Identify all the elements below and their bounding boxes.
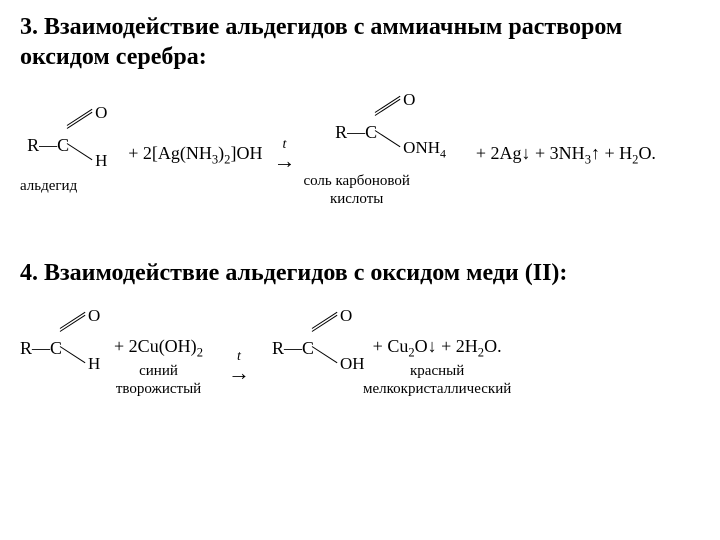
- c-atom: C: [50, 338, 62, 359]
- text: ONH: [403, 138, 440, 157]
- c-vertex: O H: [69, 145, 70, 146]
- arrow-icon: →: [273, 150, 295, 172]
- r-group: R — C: [272, 338, 314, 359]
- section4-heading: 4. Взаимодействие альдегидов с оксидом м…: [20, 258, 700, 288]
- r-symbol: R: [20, 338, 32, 359]
- single-bond-h: H: [62, 348, 142, 368]
- salt-product: R — C O ONH4 соль карбоновой: [303, 102, 409, 208]
- c-vertex: O H: [62, 348, 63, 349]
- c-atom: C: [365, 122, 377, 143]
- text: O.: [484, 336, 502, 356]
- reaction-arrow: t →: [269, 138, 299, 172]
- c-vertex: O ONH4: [377, 132, 378, 133]
- aldehyde-reactant: R — C O H: [20, 318, 63, 416]
- reaction4-row: R — C O H + 2Cu(OH)2: [20, 318, 700, 416]
- single-bond-onh4: ONH4: [377, 132, 457, 152]
- text: + 2Ag↓ + 3NH: [476, 143, 585, 163]
- h-atom: H: [88, 354, 100, 374]
- r-group: R — C: [335, 122, 377, 143]
- text: ]OH: [230, 143, 262, 163]
- r-bond: —: [347, 122, 365, 143]
- single-bond-h: H: [69, 145, 149, 165]
- tail-products: + 2Ag↓ + 3NH3↑ + H2O.: [473, 143, 659, 168]
- r-group: R — C: [20, 338, 62, 359]
- double-bond-o: O: [377, 112, 427, 132]
- empty-label: [40, 380, 44, 416]
- c-vertex: O OH: [314, 348, 315, 349]
- r-symbol: R: [272, 338, 284, 359]
- double-bond-o: O: [62, 328, 112, 348]
- section3-heading: 3. Взаимодействие альдегидов с аммиачным…: [20, 12, 700, 72]
- label-line2: творожистый: [116, 381, 201, 397]
- empty-label: [292, 380, 296, 416]
- aldehyde-structure: R — C O H: [27, 115, 70, 175]
- text: ↑ + H: [591, 143, 632, 163]
- aldehyde-reactant: R — C O H альдегид: [20, 115, 77, 195]
- label-line1: соль карбоновой: [303, 173, 409, 189]
- label-line1: синий: [139, 363, 178, 379]
- r-bond: —: [32, 338, 50, 359]
- double-bond-o: O: [314, 328, 364, 348]
- oh-group: OH: [340, 354, 365, 374]
- single-bond-oh: OH: [314, 348, 394, 368]
- o-atom: O: [95, 103, 107, 123]
- reaction3-row: R — C O H альдегид + 2[Ag(NH3)2]OH: [20, 102, 700, 208]
- o-atom: O: [340, 306, 352, 326]
- label-line2: мелкокристаллический: [363, 381, 511, 397]
- r-bond: —: [284, 338, 302, 359]
- h-atom: H: [95, 151, 107, 171]
- c-atom: C: [302, 338, 314, 359]
- r-symbol: R: [27, 135, 39, 156]
- cuoh2-label: синий творожистый: [116, 362, 201, 398]
- acid-product: R — C O OH: [272, 318, 315, 416]
- text: O.: [638, 143, 656, 163]
- r-symbol: R: [335, 122, 347, 143]
- sub: 4: [440, 146, 446, 160]
- double-bond-o: O: [69, 125, 119, 145]
- reaction3: R — C O H альдегид + 2[Ag(NH3)2]OH: [20, 102, 700, 208]
- label-line1: красный: [410, 363, 464, 379]
- reaction-arrow: t →: [224, 350, 254, 384]
- r-bond: —: [39, 135, 57, 156]
- o-atom: O: [88, 306, 100, 326]
- r-group: R — C: [27, 135, 69, 156]
- aldehyde-label: альдегид: [20, 177, 77, 195]
- aldehyde-structure: R — C O H: [20, 318, 63, 378]
- salt-structure: R — C O ONH4: [335, 102, 378, 162]
- c-atom: C: [57, 135, 69, 156]
- label-line2: кислоты: [330, 191, 383, 207]
- cu2o-label: красный мелкокристаллический: [363, 362, 511, 398]
- salt-label: соль карбоновой кислоты: [303, 172, 409, 208]
- reaction4: R — C O H + 2Cu(OH)2: [20, 318, 700, 416]
- acid-structure: R — C O OH: [272, 318, 315, 378]
- o-atom: O: [403, 90, 415, 110]
- text: O↓ + 2H: [415, 336, 478, 356]
- sub: 2: [197, 345, 203, 359]
- onh4-group: ONH4: [403, 138, 446, 161]
- arrow-icon: →: [228, 362, 250, 384]
